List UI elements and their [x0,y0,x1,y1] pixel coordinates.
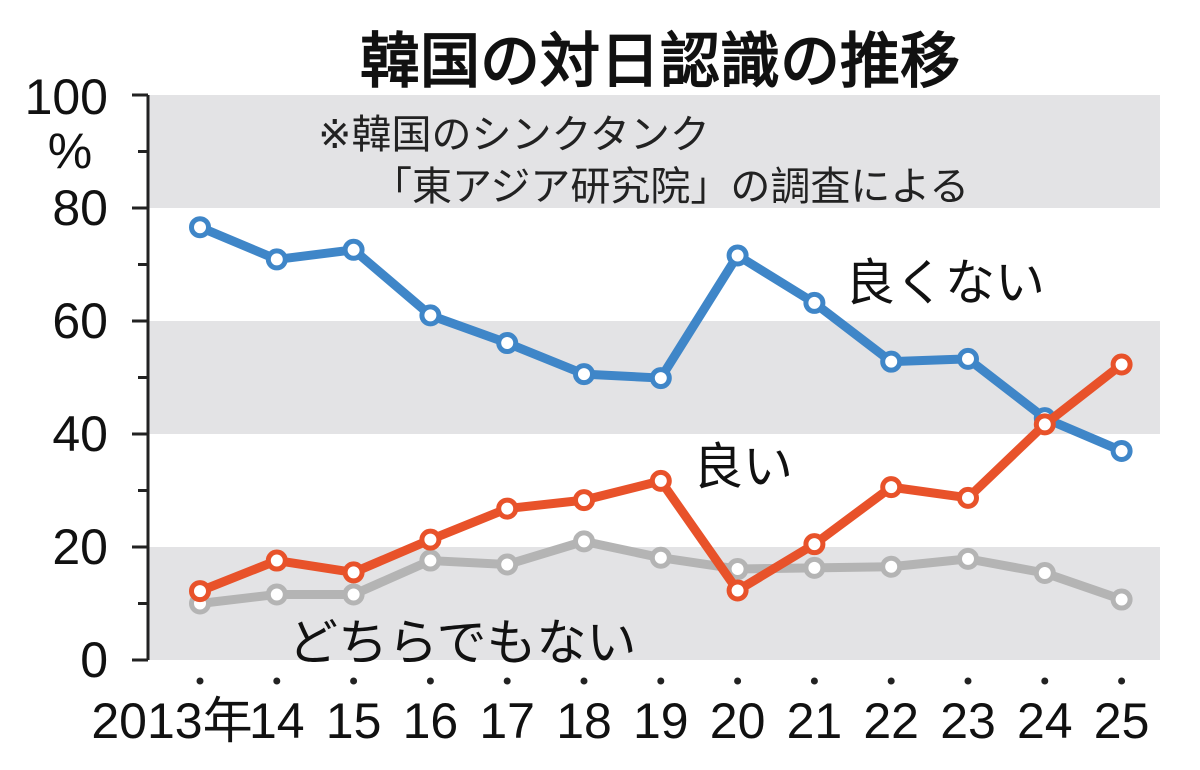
x-tick-label: 22 [863,693,919,749]
series-lines [189,216,1133,615]
y-tick-label: 20 [52,519,108,575]
y-axis-unit: % [48,123,92,179]
data-point [649,367,672,390]
data-point [957,547,979,570]
data-point [726,579,749,602]
chart-note-line1: ※韓国のシンクタンク [318,112,710,158]
data-point [265,248,288,271]
data-point [803,556,826,579]
data-point [573,530,595,553]
data-point [1033,413,1056,436]
data-point [496,497,519,520]
data-point [419,528,442,551]
series-label-good: 良い [693,438,793,496]
data-point [1110,588,1133,611]
series-1 [189,353,1133,603]
chart-title: 韓国の対日認識の推移 [360,27,960,97]
data-point [803,291,826,314]
series-label-neutral: どちらでもない [288,614,637,672]
x-tick-dot [273,677,281,685]
x-tick-dot [964,677,972,685]
x-tick-dot [503,677,511,685]
x-tick-label: 2013年 [91,693,252,749]
data-point [189,580,211,603]
x-tick-dot [426,677,434,685]
series-0 [189,216,1133,462]
x-tick-label: 19 [633,693,689,749]
data-point [726,244,749,267]
data-point [649,469,672,492]
y-tick-labels: 0 20 40 60 80 [52,180,108,688]
data-point [265,549,288,572]
data-point [1110,353,1133,376]
x-tick-dot [734,677,742,685]
data-point [649,546,672,569]
data-point [726,558,749,581]
y-tick-label: 40 [52,406,108,462]
data-point [496,332,519,355]
x-tick-label: 25 [1094,693,1150,749]
data-point [573,363,595,386]
data-point [189,216,211,239]
x-tick-label: 16 [403,693,459,749]
data-point [1110,439,1133,462]
chart-note-line2: 「東アジア研究院」の調査による [372,164,969,210]
data-point [1033,561,1056,584]
x-tick-label: 20 [710,693,766,749]
x-tick-label: 17 [479,693,535,749]
data-point [880,555,903,578]
x-tick-dot [1118,677,1126,685]
x-tick-dot [1041,677,1049,685]
x-tick-dot [580,677,588,685]
data-point [265,583,288,606]
data-point [880,476,903,499]
x-tick-dot [196,677,204,685]
data-point [342,561,365,584]
data-point [803,533,826,556]
data-point [496,553,519,576]
y-tick-label: 80 [52,180,108,236]
x-tick-label: 18 [556,693,612,749]
data-point [957,486,979,509]
x-tick-label: 23 [940,693,996,749]
data-point [419,304,442,327]
x-tick-label: 14 [249,693,305,749]
x-tick-dot [810,677,818,685]
x-tick-dot [350,677,358,685]
y-axis-top-label: 100 [25,69,108,125]
data-point [419,549,442,572]
series-label-bad: 良くない [845,254,1045,312]
y-tick-label: 0 [80,632,108,688]
grid-band [148,95,1160,208]
data-point [880,350,903,373]
x-tick-label: 24 [1017,693,1073,749]
x-tick-dot [887,677,895,685]
data-point [342,583,365,606]
data-point [573,489,595,512]
y-tick-label: 60 [52,293,108,349]
y-axis [132,93,150,662]
x-tick-label: 21 [787,693,843,749]
x-tick-dot [657,677,665,685]
data-point [342,238,365,261]
x-tick-label: 15 [326,693,382,749]
data-point [957,347,979,370]
